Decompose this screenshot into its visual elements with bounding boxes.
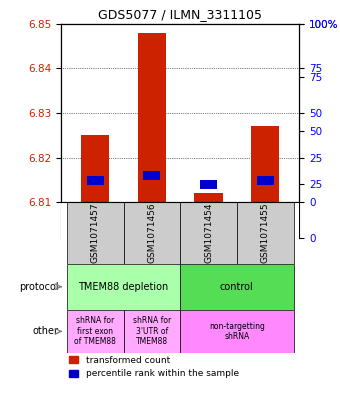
Bar [81,135,109,202]
Bar [194,193,223,202]
Bar [257,176,274,185]
Bar [200,180,217,189]
FancyBboxPatch shape [123,310,180,353]
Text: control: control [220,282,254,292]
FancyBboxPatch shape [123,202,180,264]
Text: GSM1071457: GSM1071457 [91,203,100,263]
Text: shRNA for
3'UTR of
TMEM88: shRNA for 3'UTR of TMEM88 [133,316,171,346]
Text: GSM1071454: GSM1071454 [204,203,213,263]
Text: other: other [32,327,58,336]
Bar [87,176,104,185]
Text: GSM1071455: GSM1071455 [261,203,270,263]
Title: GDS5077 / ILMN_3311105: GDS5077 / ILMN_3311105 [98,8,262,21]
FancyBboxPatch shape [180,264,293,310]
Text: non-targetting
shRNA: non-targetting shRNA [209,322,265,341]
Bar [138,33,166,202]
Text: shRNA for
first exon
of TMEM88: shRNA for first exon of TMEM88 [74,316,116,346]
Text: TMEM88 depletion: TMEM88 depletion [79,282,169,292]
FancyBboxPatch shape [67,264,180,310]
FancyBboxPatch shape [67,310,123,353]
FancyBboxPatch shape [180,202,237,264]
Legend: transformed count, percentile rank within the sample: transformed count, percentile rank withi… [66,352,242,382]
FancyBboxPatch shape [67,202,123,264]
FancyBboxPatch shape [180,310,293,353]
Bar [251,127,279,202]
Text: GSM1071456: GSM1071456 [147,203,156,263]
Bar [143,171,160,180]
FancyBboxPatch shape [237,202,293,264]
Text: protocol: protocol [19,282,58,292]
